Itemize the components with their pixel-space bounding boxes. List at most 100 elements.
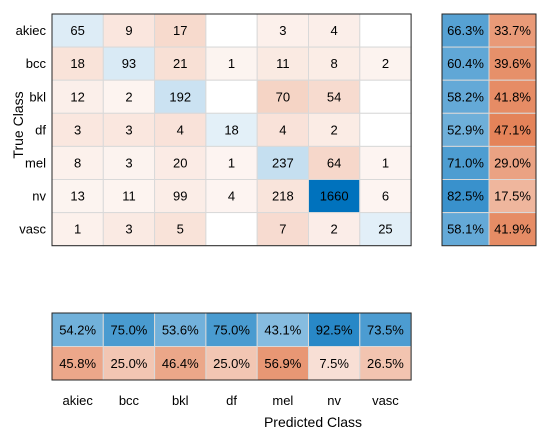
row-summary-incorrect-cell [488,112,537,147]
matrix-cell-value: 64 [327,155,341,170]
matrix-cell [308,145,361,180]
matrix-cell-value: 3 [125,155,132,170]
matrix-cell-value: 9 [125,23,132,38]
matrix-cell-value: 1 [382,155,389,170]
matrix-cell [359,79,412,114]
matrix-cell-value: 1 [228,56,235,71]
column-summary-correct-value: 43.1% [264,322,301,337]
row-summary-incorrect-value: 33.7% [494,23,531,38]
column-summary-correct-value: 92.5% [316,322,353,337]
row-summary-correct-cell [441,79,490,114]
y-tick-label: bcc [26,56,47,71]
y-tick-label: nv [32,189,46,204]
matrix-cell-value: 8 [331,56,338,71]
matrix-cell-value: 1660 [320,189,349,204]
column-summary-incorrect-cell [51,346,104,381]
column-summary-incorrect-cell [256,346,310,381]
matrix-cell-value: 93 [122,56,136,71]
matrix-cell [256,46,310,81]
matrix-cell-value: 3 [279,23,286,38]
column-summary-incorrect-value: 7.5% [319,356,349,371]
matrix-cell [359,46,412,81]
row-summary-correct-cell [441,212,490,247]
matrix-cell [308,179,361,214]
row-summary-incorrect-value: 41.9% [494,222,531,237]
matrix-cell-value: 2 [331,222,338,237]
matrix-cell-value: 218 [272,189,294,204]
column-summary-incorrect-cell [102,346,156,381]
y-tick-label: mel [25,155,46,170]
row-summary-correct-value: 60.4% [447,56,484,71]
matrix-cell [102,112,156,147]
matrix-cell-value: 65 [70,23,84,38]
row-summary-incorrect-value: 17.5% [494,189,531,204]
matrix-cell-value: 237 [272,155,294,170]
matrix-cell-value: 13 [70,189,84,204]
matrix-cell-value: 2 [382,56,389,71]
matrix-cell-value: 5 [177,222,184,237]
row-summary-incorrect-value: 41.8% [494,89,531,104]
column-summary-incorrect-value: 25.0% [111,356,148,371]
column-summary-correct-cell [308,312,361,347]
matrix-cell [205,13,258,48]
matrix-cell [205,112,258,147]
row-summary-incorrect-cell [488,212,537,247]
row-summary-incorrect-value: 47.1% [494,122,531,137]
row-summary-correct-value: 66.3% [447,23,484,38]
matrix-cell [51,179,104,214]
matrix-cell-value: 3 [125,222,132,237]
matrix-cell [154,46,207,81]
matrix-cell-value: 3 [125,122,132,137]
column-summary-incorrect-value: 25.0% [213,356,250,371]
row-summary-correct-value: 82.5% [447,189,484,204]
column-summary-incorrect-value: 26.5% [367,356,404,371]
matrix-cell [256,79,310,114]
row-summary-correct-value: 52.9% [447,122,484,137]
matrix-cell [359,13,412,48]
y-tick-label: akiec [16,23,47,38]
row-summary-border [441,13,537,247]
column-summary-correct-value: 73.5% [367,322,404,337]
matrix-cell-value: 11 [276,56,290,71]
matrix-cell [154,212,207,247]
y-axis-label: True Class [10,91,26,158]
x-tick-label: mel [272,393,293,408]
matrix-cell-value: 11 [122,189,136,204]
matrix-cell [359,179,412,214]
y-tick-label: df [35,122,46,137]
matrix-cell [205,212,258,247]
matrix-cell-value: 4 [331,23,338,38]
matrix-cell [102,13,156,48]
matrix-cell-value: 20 [173,155,187,170]
matrix-cell-value: 1 [228,155,235,170]
matrix-cell-value: 4 [279,122,286,137]
column-summary-correct-value: 53.6% [162,322,199,337]
matrix-cell-value: 2 [125,89,132,104]
column-summary-correct-cell [102,312,156,347]
matrix-cell-value: 21 [173,56,187,71]
matrix-cell [256,112,310,147]
x-axis-label: Predicted Class [264,414,362,430]
matrix-cell [205,145,258,180]
matrix-cell-value: 6 [382,189,389,204]
matrix-cell-value: 192 [169,89,191,104]
matrix-cell-value: 2 [331,122,338,137]
y-tick-label: vasc [19,222,46,237]
matrix-cell [154,112,207,147]
matrix-cell [359,112,412,147]
matrix-cell [308,79,361,114]
matrix-cell-value: 70 [276,89,290,104]
matrix-cell-value: 54 [327,89,341,104]
matrix-cell [308,212,361,247]
column-summary-correct-value: 54.2% [59,322,96,337]
row-summary-incorrect-value: 29.0% [494,155,531,170]
matrix-cell-value: 8 [74,155,81,170]
x-tick-label: bkl [172,393,189,408]
matrix-cell [256,145,310,180]
row-summary-correct-value: 58.2% [447,89,484,104]
matrix-cell-value: 4 [228,189,235,204]
row-summary-incorrect-value: 39.6% [494,56,531,71]
matrix-cell-value: 17 [173,23,187,38]
column-summary-incorrect-value: 46.4% [162,356,199,371]
matrix-cell-value: 18 [224,122,238,137]
